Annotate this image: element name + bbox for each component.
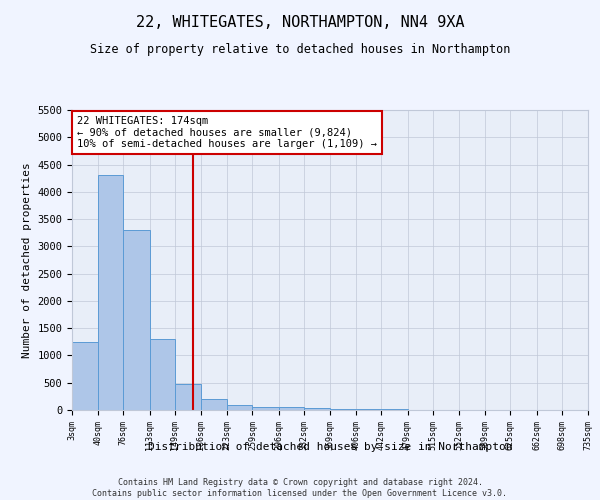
Bar [304, 408, 330, 410]
Bar [201, 399, 227, 410]
Bar [227, 404, 253, 410]
Text: Distribution of detached houses by size in Northampton: Distribution of detached houses by size … [148, 442, 512, 452]
Bar [72, 342, 98, 410]
Text: Size of property relative to detached houses in Northampton: Size of property relative to detached ho… [90, 42, 510, 56]
Y-axis label: Number of detached properties: Number of detached properties [22, 162, 32, 358]
Bar [278, 408, 304, 410]
Bar [356, 409, 382, 410]
Bar [175, 384, 201, 410]
Text: 22, WHITEGATES, NORTHAMPTON, NN4 9XA: 22, WHITEGATES, NORTHAMPTON, NN4 9XA [136, 15, 464, 30]
Text: Contains HM Land Registry data © Crown copyright and database right 2024.
Contai: Contains HM Land Registry data © Crown c… [92, 478, 508, 498]
Bar [98, 176, 124, 410]
Bar [124, 230, 149, 410]
Bar [330, 409, 356, 410]
Bar [253, 406, 278, 410]
Bar [149, 339, 175, 410]
Text: 22 WHITEGATES: 174sqm
← 90% of detached houses are smaller (9,824)
10% of semi-d: 22 WHITEGATES: 174sqm ← 90% of detached … [77, 116, 377, 149]
